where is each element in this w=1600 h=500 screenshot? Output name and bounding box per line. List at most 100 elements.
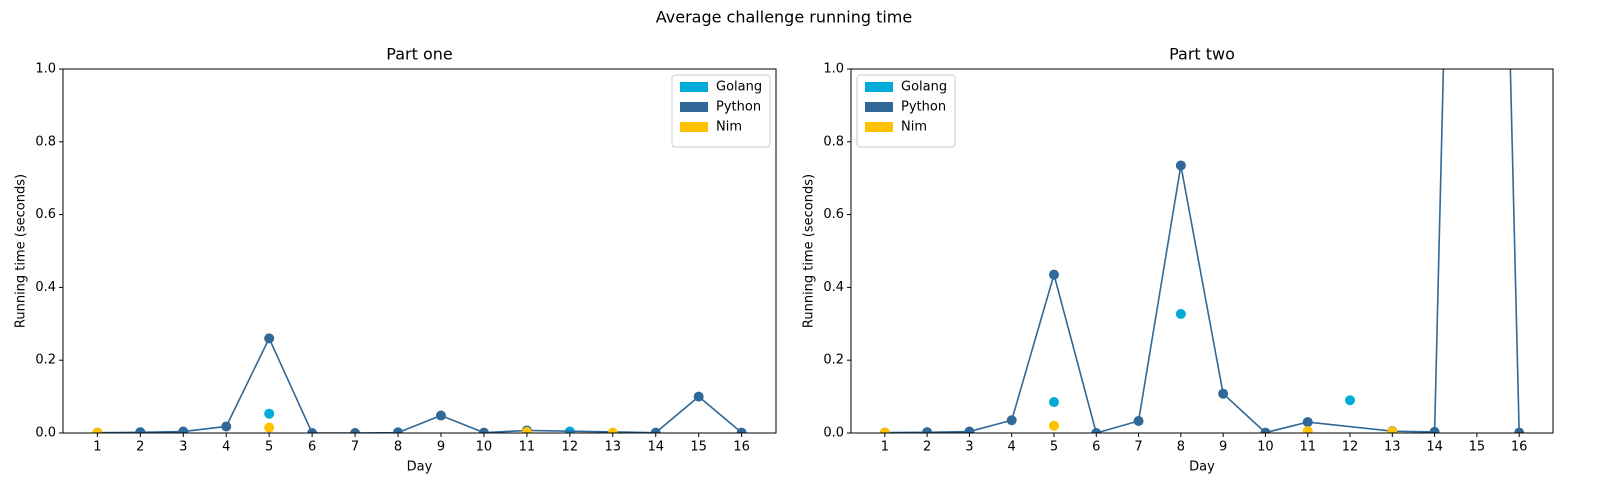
- point: [135, 427, 146, 433]
- legend-swatch: [680, 82, 708, 92]
- x-tick-label: 3: [179, 440, 187, 455]
- point: [1048, 420, 1059, 431]
- point: [964, 426, 975, 433]
- x-tick-label: 15: [690, 440, 707, 455]
- y-tick-label: 1.0: [35, 62, 56, 77]
- y-tick-label: 0.6: [35, 207, 56, 222]
- point: [607, 427, 618, 433]
- x-tick-label: 14: [647, 440, 664, 455]
- legend-label: Python: [901, 100, 946, 115]
- x-axis-label: Day: [1189, 460, 1215, 475]
- legend-swatch: [865, 82, 893, 92]
- x-tick-label: 16: [1511, 440, 1528, 455]
- x-tick-label: 1: [881, 440, 889, 455]
- point: [1175, 160, 1186, 171]
- point: [1345, 395, 1356, 406]
- x-tick-label: 1: [93, 440, 101, 455]
- point: [521, 426, 532, 433]
- legend: Golang Python Nim: [671, 74, 771, 148]
- y-tick-label: 0.4: [823, 280, 844, 295]
- point: [879, 427, 890, 433]
- x-tick-label: 4: [1008, 440, 1016, 455]
- x-tick-label: 14: [1426, 440, 1443, 455]
- x-tick-label: 5: [1050, 440, 1058, 455]
- x-tick-label: 8: [394, 440, 402, 455]
- x-tick-label: 2: [923, 440, 931, 455]
- legend-swatch: [680, 122, 708, 132]
- x-tick-label: 8: [1177, 440, 1185, 455]
- x-tick-label: 16: [733, 440, 750, 455]
- axes-frame: [62, 68, 777, 434]
- x-tick-label: 3: [965, 440, 973, 455]
- plot-area: [879, 69, 1525, 433]
- x-tick-label: 10: [1257, 440, 1274, 455]
- axes-frame: [850, 68, 1554, 434]
- y-tick-label: 0.8: [823, 134, 844, 149]
- x-tick-label: 9: [1219, 440, 1227, 455]
- point: [92, 427, 103, 433]
- point: [736, 427, 747, 433]
- point: [922, 427, 933, 433]
- y-tick-label: 1.0: [823, 62, 844, 77]
- point: [1048, 397, 1059, 408]
- legend-label: Nim: [716, 120, 742, 135]
- point: [264, 422, 275, 433]
- point: [1133, 415, 1144, 426]
- x-tick-label: 4: [222, 440, 230, 455]
- x-tick-label: 9: [437, 440, 445, 455]
- point: [178, 426, 189, 433]
- point: [1260, 427, 1271, 433]
- point: [435, 410, 446, 421]
- legend: Golang Python Nim: [856, 74, 956, 148]
- legend-label: Golang: [716, 80, 762, 95]
- x-tick-label: 13: [1384, 440, 1401, 455]
- legend-label: Python: [716, 100, 761, 115]
- x-tick-label: 7: [351, 440, 359, 455]
- line: [884, 69, 1520, 433]
- point: [350, 428, 361, 433]
- x-tick-label: 12: [562, 440, 579, 455]
- point: [650, 427, 661, 433]
- legend-swatch: [865, 102, 893, 112]
- x-tick-label: 7: [1134, 440, 1142, 455]
- point: [221, 421, 232, 432]
- legend-swatch: [865, 122, 893, 132]
- point: [264, 408, 275, 419]
- y-tick-label: 0.0: [35, 426, 56, 441]
- point: [1175, 308, 1186, 319]
- point: [693, 391, 704, 402]
- point: [1302, 417, 1313, 428]
- legend-label: Nim: [901, 120, 927, 135]
- point: [1048, 269, 1059, 280]
- point: [264, 333, 275, 344]
- x-tick-label: 6: [1092, 440, 1100, 455]
- y-axis-label: Running time (seconds): [14, 174, 29, 328]
- plot-area: [92, 333, 747, 433]
- x-tick-label: 11: [519, 440, 536, 455]
- point: [307, 428, 318, 433]
- x-axis-label: Day: [407, 460, 433, 475]
- point: [478, 427, 489, 433]
- y-tick-label: 0.2: [823, 353, 844, 368]
- point: [1514, 427, 1525, 433]
- legend-label: Golang: [901, 80, 947, 95]
- x-tick-label: 15: [1469, 440, 1486, 455]
- point: [1091, 428, 1102, 433]
- point: [1006, 415, 1017, 426]
- x-tick-label: 11: [1299, 440, 1316, 455]
- figure-title: Average challenge running time: [656, 8, 912, 27]
- point: [1429, 426, 1440, 433]
- y-tick-label: 0.4: [35, 280, 56, 295]
- x-tick-label: 10: [476, 440, 493, 455]
- x-tick-label: 6: [308, 440, 316, 455]
- y-tick-label: 0.2: [35, 353, 56, 368]
- y-tick-label: 0.6: [823, 207, 844, 222]
- x-tick-label: 2: [136, 440, 144, 455]
- subplot-title: Part one: [386, 45, 452, 64]
- y-tick-label: 0.0: [823, 426, 844, 441]
- subplot-title: Part two: [1169, 45, 1235, 64]
- x-tick-label: 12: [1342, 440, 1359, 455]
